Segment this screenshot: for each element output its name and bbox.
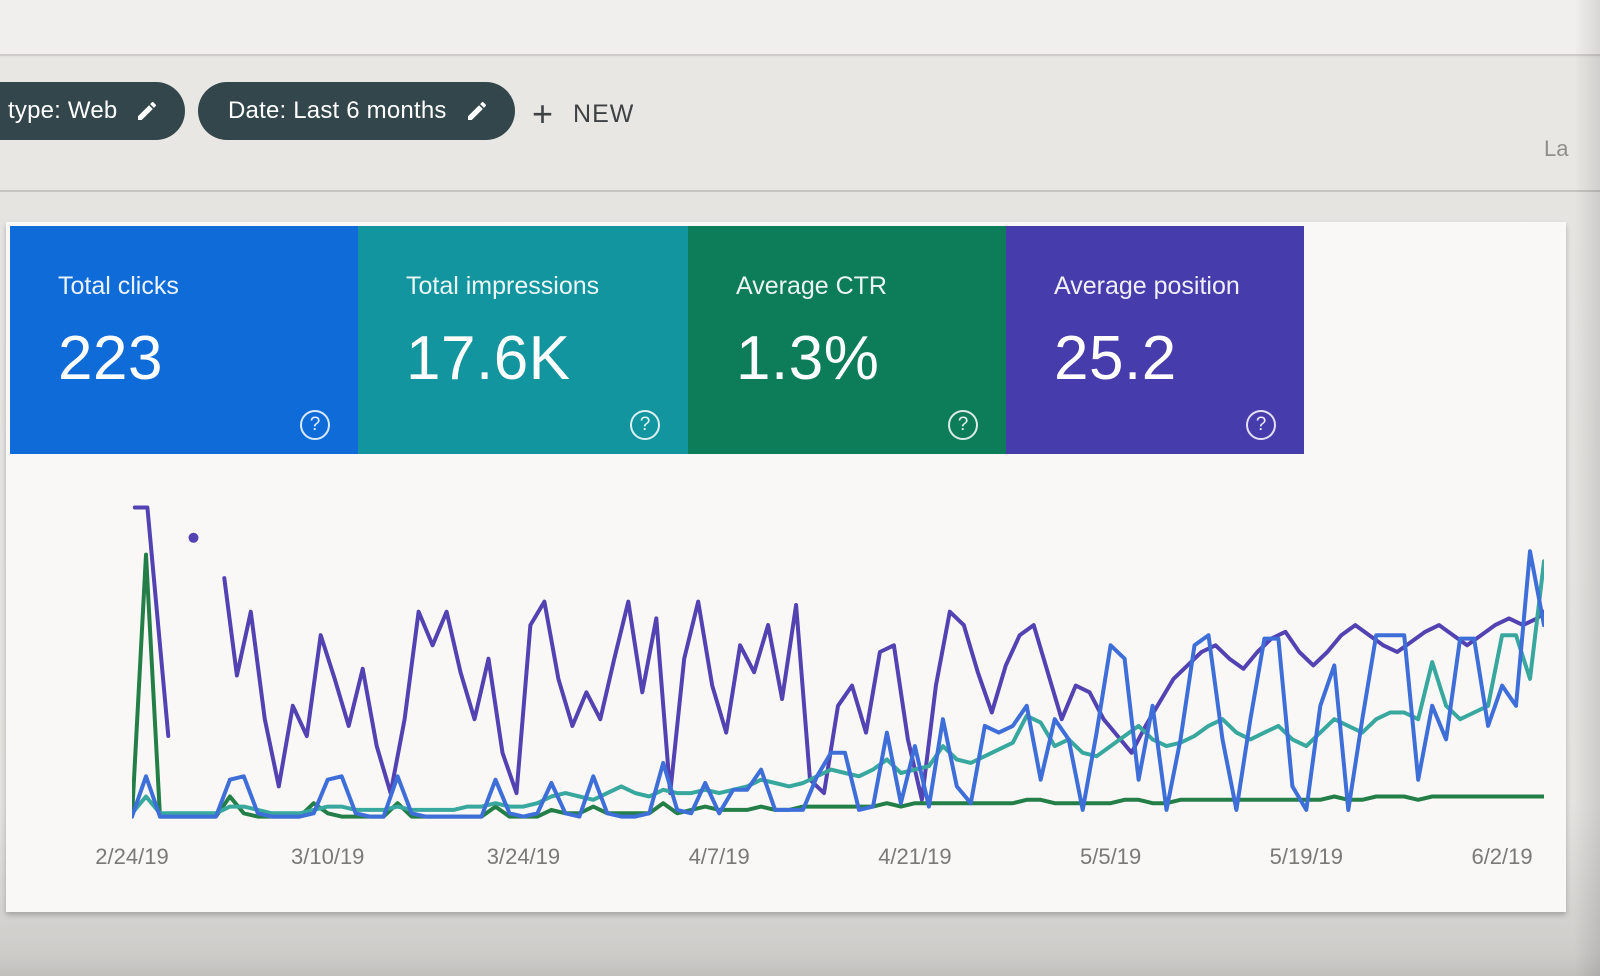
metric-card-value: 223 [58, 324, 163, 393]
plus-icon: + [532, 93, 554, 134]
edit-pencil-icon[interactable] [465, 99, 489, 123]
filter-chip-date-range[interactable]: Date: Last 6 months [198, 82, 515, 140]
metric-cards-row: Total clicks 223 ? Total impressions 17.… [10, 226, 1304, 454]
new-filter-button[interactable]: + NEW [532, 96, 634, 132]
help-icon[interactable]: ? [630, 410, 660, 440]
x-axis-tick-label: 5/5/19 [1080, 844, 1142, 869]
truncated-last-updated-text: La [1544, 136, 1569, 161]
help-icon[interactable]: ? [300, 410, 330, 440]
metric-card-label: Total impressions [406, 272, 600, 300]
filter-chip-date-range-label: Date: Last 6 months [228, 97, 447, 124]
metric-card-label: Total clicks [58, 272, 179, 300]
metric-card-value: 25.2 [1054, 324, 1177, 393]
metric-card-value: 17.6K [406, 324, 571, 393]
edit-pencil-icon[interactable] [135, 99, 159, 123]
x-axis-tick-label: 4/7/19 [688, 844, 750, 869]
new-filter-button-label: NEW [573, 99, 635, 128]
performance-panel: Total clicks 223 ? Total impressions 17.… [6, 222, 1566, 912]
x-axis-tick-label: 6/2/19 [1471, 844, 1533, 869]
filter-chip-search-type[interactable]: type: Web [0, 82, 186, 140]
metric-card-average-ctr[interactable]: Average CTR 1.3% ? [688, 226, 1006, 454]
chart-x-axis: 2/24/19 3/10/19 3/24/19 4/7/19 4/21/19 5… [6, 844, 1566, 874]
screen-top-strip [0, 0, 1600, 56]
help-icon[interactable]: ? [1246, 410, 1276, 440]
x-axis-tick-label: 4/21/19 [878, 844, 952, 869]
toolbar-divider [0, 190, 1600, 192]
x-axis-tick-label: 5/19/19 [1269, 844, 1344, 869]
metric-card-average-position[interactable]: Average position 25.2 ? [1006, 226, 1304, 454]
metric-card-label: Average CTR [736, 272, 887, 300]
help-icon[interactable]: ? [948, 410, 978, 440]
metric-card-total-impressions[interactable]: Total impressions 17.6K ? [358, 226, 688, 454]
x-axis-tick-label: 2/24/19 [95, 844, 169, 869]
x-axis-tick-label: 3/10/19 [291, 844, 365, 869]
performance-chart-svg [132, 505, 1544, 819]
x-axis-tick-label: 3/24/19 [486, 844, 561, 869]
performance-chart[interactable] [132, 476, 1544, 828]
metric-card-total-clicks[interactable]: Total clicks 223 ? [10, 226, 358, 454]
metric-card-label: Average position [1054, 272, 1240, 300]
metric-card-value: 1.3% [736, 324, 880, 393]
filter-chip-search-type-label: type: Web [8, 97, 118, 124]
